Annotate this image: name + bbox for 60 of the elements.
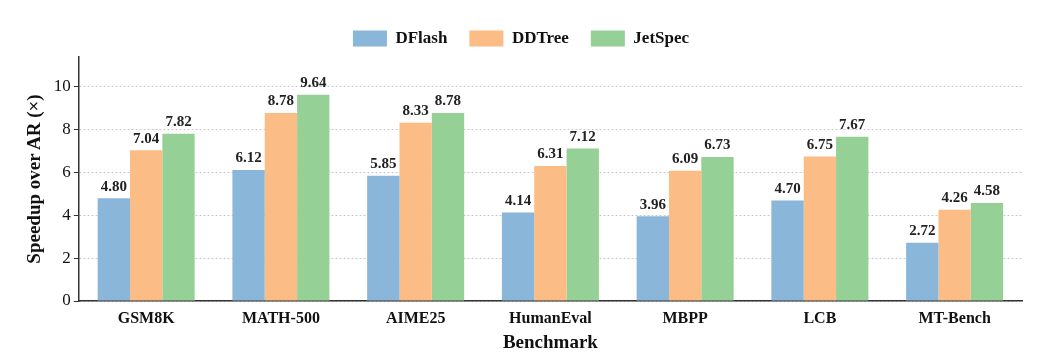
bar [566,148,599,301]
data-label: 4.26 [941,189,969,206]
x-tick-label: MATH-500 [241,308,320,326]
data-label: 4.14 [504,191,532,208]
bar [636,216,669,301]
data-label: 8.33 [402,102,429,119]
y-tick-label: 2 [62,247,71,267]
data-label: 5.85 [370,155,397,172]
bar [162,133,195,301]
data-label: 3.96 [639,195,667,212]
x-tick-label: MT-Bench [918,308,991,326]
y-tick-label: 10 [53,76,71,96]
data-label: 4.58 [973,182,1001,199]
bar [232,170,265,301]
x-tick-label: HumanEval [509,308,593,326]
bar [297,94,330,301]
legend-label: DDTree [511,27,570,47]
bar [264,113,298,301]
x-tick-label: MBPP [662,308,709,326]
data-label: 8.78 [267,92,295,109]
bar [938,209,971,301]
bar [771,200,804,301]
legend-label: JetSpec [633,27,690,47]
data-label: 6.31 [537,145,564,162]
bar [803,156,837,301]
x-tick-label: LCB [803,308,837,326]
y-tick-label: 8 [62,119,71,139]
y-tick-label: 4 [62,204,72,224]
data-label: 7.82 [165,113,192,129]
y-tick-label: 6 [62,162,71,182]
data-label: 7.67 [839,116,866,133]
y-axis-title: Speedup over AR (×) [23,94,46,264]
bar [836,136,869,301]
data-label: 6.12 [235,149,262,166]
x-tick-label: AIME25 [385,308,446,326]
x-axis-title: Benchmark [502,330,599,352]
data-label: 7.04 [133,129,160,146]
bar [97,198,130,301]
data-label: 7.12 [569,127,596,144]
data-label: 4.80 [100,177,127,194]
data-label: 9.64 [300,74,327,91]
bar [668,170,702,301]
bar [431,113,465,301]
bar [534,165,567,301]
y-tick-label: 0 [62,290,71,310]
bar [970,202,1004,301]
bar [501,212,535,301]
data-label: 4.70 [774,179,801,196]
legend-label: DFlash [395,27,448,47]
data-label: 8.78 [434,92,462,109]
bar [367,175,400,301]
bar [130,150,163,301]
data-label: 2.72 [909,222,936,239]
bar [701,156,734,301]
data-label: 6.73 [704,136,731,153]
data-label: 6.09 [672,150,699,167]
bar [399,122,432,301]
x-tick-label: GSM8K [117,308,176,326]
data-label: 6.75 [806,135,834,152]
bar [906,242,939,301]
